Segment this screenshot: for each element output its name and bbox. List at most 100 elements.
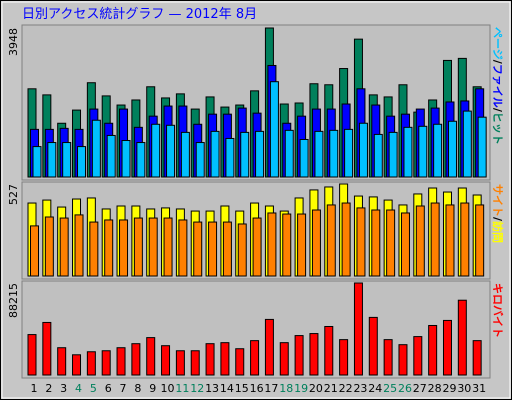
bar <box>119 219 129 277</box>
x-tick-label: 28 <box>428 382 442 395</box>
bar <box>222 221 232 277</box>
legend: ページ/ファイル/ヒット <box>491 27 504 145</box>
x-tick-label: 21 <box>324 382 338 395</box>
bar <box>32 146 42 178</box>
bar <box>210 130 220 178</box>
bar <box>42 321 52 376</box>
bar <box>190 350 200 376</box>
bar <box>269 81 279 178</box>
bar <box>57 347 67 376</box>
bar <box>175 350 185 376</box>
bar <box>89 221 99 277</box>
bar <box>353 282 363 376</box>
legend-entry: 訪問 <box>491 221 505 243</box>
x-tick-label: 4 <box>75 382 82 395</box>
bar <box>104 219 114 277</box>
bar <box>47 142 57 178</box>
bar <box>284 129 294 178</box>
bar <box>252 217 262 277</box>
bar <box>208 221 218 277</box>
bar <box>235 348 245 376</box>
bar <box>326 204 336 277</box>
y-tick-label: 88215 <box>7 283 20 318</box>
y-tick-label: 3948 <box>7 28 20 56</box>
bar <box>237 223 247 277</box>
x-tick-label: 13 <box>205 382 219 395</box>
bar <box>447 120 457 178</box>
x-tick-label: 12 <box>190 382 204 395</box>
bar <box>133 217 143 277</box>
bar <box>27 334 37 376</box>
x-tick-label: 23 <box>353 382 367 395</box>
bar <box>460 202 470 277</box>
bar <box>205 343 215 376</box>
bar <box>388 131 398 178</box>
legend-separator: / <box>491 108 504 113</box>
x-tick-label: 27 <box>413 382 427 395</box>
bar <box>178 219 188 277</box>
x-tick-label: 19 <box>294 382 308 395</box>
bar <box>314 130 324 178</box>
x-tick-label: 6 <box>105 382 112 395</box>
x-tick-label: 26 <box>398 382 412 395</box>
bar <box>398 344 408 376</box>
bar <box>299 138 309 178</box>
bar <box>373 133 383 178</box>
bar <box>59 217 69 277</box>
x-tick-label: 8 <box>134 382 141 395</box>
bar <box>309 333 319 376</box>
x-tick-label: 10 <box>161 382 175 395</box>
bar <box>148 217 158 277</box>
bar <box>445 204 455 277</box>
x-tick-label: 2 <box>45 382 52 395</box>
bar <box>457 299 467 376</box>
bar <box>86 351 96 376</box>
x-tick-label: 18 <box>279 382 293 395</box>
bar <box>383 339 393 376</box>
bar <box>101 350 111 376</box>
legend-entry: サイト <box>491 184 504 217</box>
x-tick-label: 24 <box>368 382 382 395</box>
chart-title: 日別アクセス統計グラフ — 2012年 8月 <box>22 6 257 22</box>
bar <box>415 205 425 277</box>
bar <box>220 342 230 376</box>
x-tick-label: 29 <box>442 382 456 395</box>
x-tick-label: 11 <box>175 382 189 395</box>
bar <box>163 217 173 277</box>
bar <box>195 142 205 178</box>
bar <box>225 137 235 178</box>
bar <box>433 123 443 178</box>
legend-entry: ファイル <box>491 64 504 108</box>
bar <box>146 337 156 376</box>
bar <box>356 207 366 277</box>
x-tick-label: 30 <box>457 382 471 395</box>
bar <box>267 212 277 277</box>
bar <box>193 221 203 277</box>
x-tick-label: 9 <box>149 382 156 395</box>
legend: キロバイト <box>491 283 504 338</box>
bar <box>166 124 176 178</box>
bar <box>44 216 54 277</box>
y-tick-label: 527 <box>7 184 20 205</box>
bar <box>106 134 116 178</box>
bar <box>358 122 368 178</box>
x-tick-label: 31 <box>472 382 486 395</box>
bar <box>297 213 307 277</box>
bar <box>403 126 413 178</box>
legend-separator: / <box>491 60 504 65</box>
bar <box>462 110 472 178</box>
bar <box>62 142 72 178</box>
bar <box>344 128 354 178</box>
bar <box>368 316 378 376</box>
bar <box>91 119 101 178</box>
x-tick-label: 14 <box>220 382 234 395</box>
legend-separator: / <box>491 217 504 222</box>
bar <box>371 209 381 277</box>
x-tick-label: 1 <box>31 382 38 395</box>
bar <box>151 123 161 178</box>
legend-entry: ページ <box>491 27 504 60</box>
bar <box>264 318 274 376</box>
bar <box>72 354 82 376</box>
